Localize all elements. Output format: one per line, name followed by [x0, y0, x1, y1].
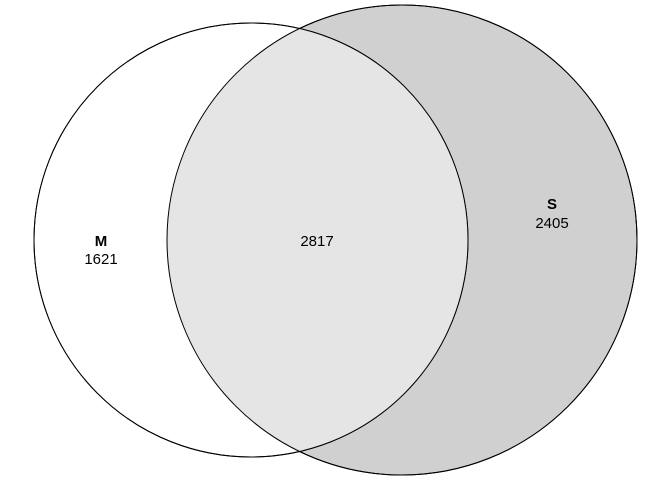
- set-m-label: M: [95, 233, 108, 250]
- set-s-outline: [166, 4, 638, 476]
- set-m-outline: [33, 22, 469, 458]
- intersection-region: [167, 23, 468, 457]
- set-m-only-count: 1621: [84, 251, 117, 268]
- set-s-only-count: 2405: [535, 215, 568, 232]
- set-s-label: S: [547, 196, 557, 213]
- intersection-count: 2817: [300, 233, 333, 250]
